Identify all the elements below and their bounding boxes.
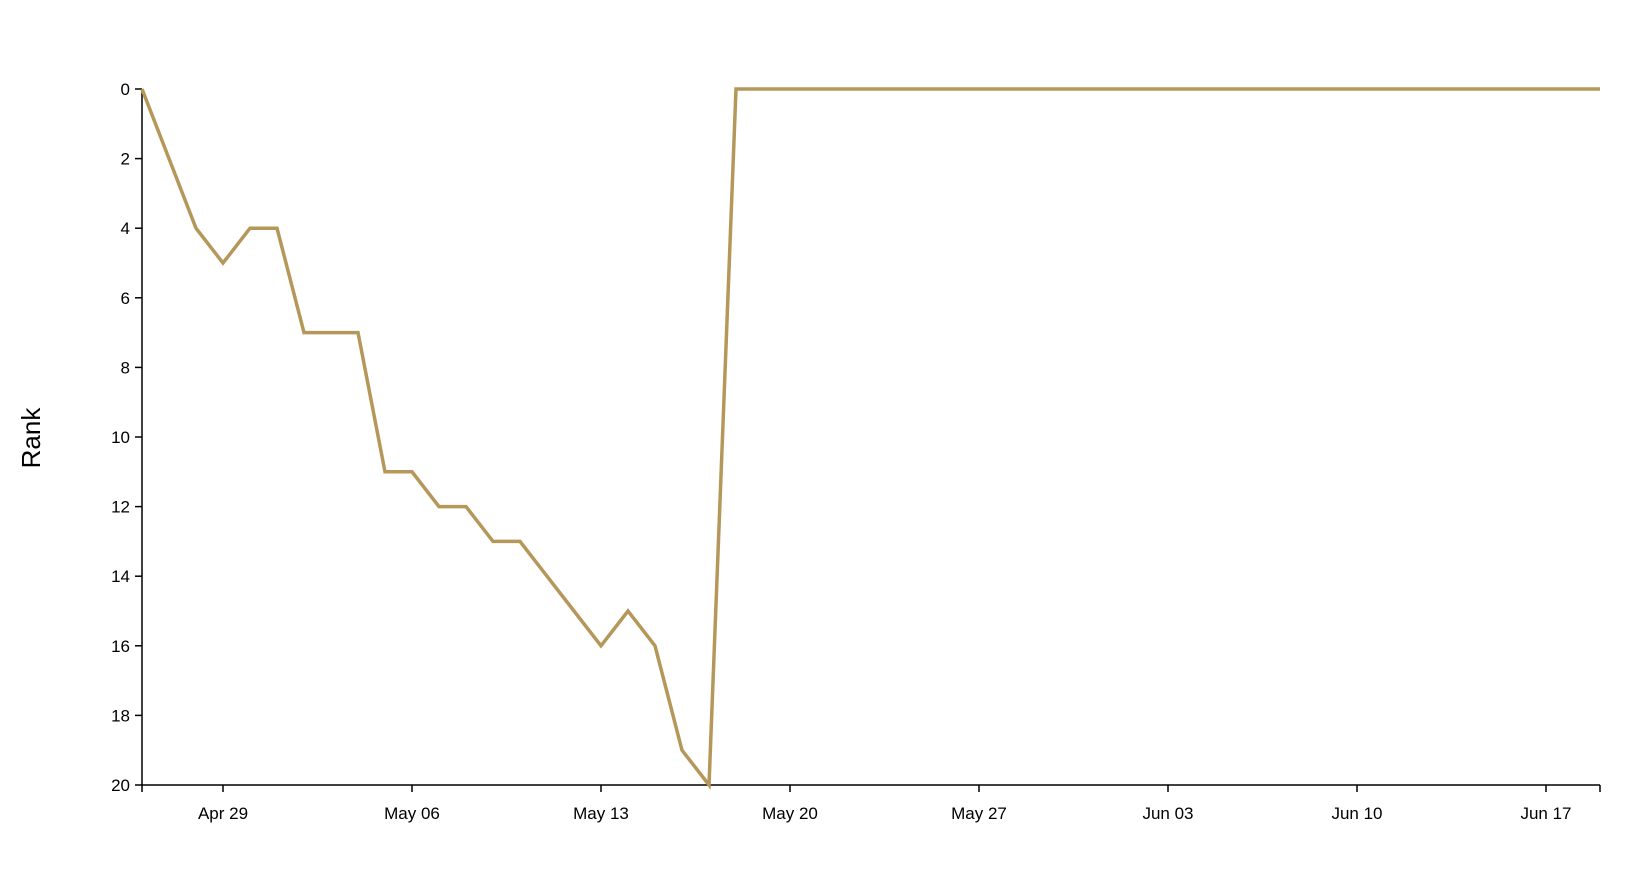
- series-layer: [140, 87, 1600, 790]
- y-tick-label: 2: [121, 150, 130, 169]
- y-tick-label: 10: [111, 428, 130, 447]
- x-axis: Apr 29 May 06 May 13 May 20 May 27 Jun 03 Jun …: [141, 784, 1601, 823]
- x-tick-label: May 06: [384, 804, 440, 823]
- y-tick-label: 18: [111, 706, 130, 725]
- y-axis-title: Rank: [16, 407, 46, 469]
- y-axis: 0 2 4 6 8 10 12 14 16 18 20: [111, 80, 143, 795]
- y-tick-label: 4: [121, 219, 130, 238]
- x-tick-label: Jun 03: [1142, 804, 1193, 823]
- y-tick-label: 12: [111, 498, 130, 517]
- x-tick-label: May 27: [951, 804, 1007, 823]
- y-tick-label: 20: [111, 776, 130, 795]
- x-tick-label: Jun 10: [1331, 804, 1382, 823]
- x-tick-label: May 20: [762, 804, 818, 823]
- y-tick-label: 6: [121, 289, 130, 308]
- x-tick-label: May 13: [573, 804, 629, 823]
- x-tick-label: Apr 29: [198, 804, 248, 823]
- y-tick-label: 16: [111, 637, 130, 656]
- rank-series-line: [140, 87, 1600, 790]
- x-tick-label: Jun 17: [1520, 804, 1571, 823]
- y-tick-label: 8: [121, 358, 130, 377]
- y-tick-label: 0: [121, 80, 130, 99]
- y-tick-label: 14: [111, 567, 130, 586]
